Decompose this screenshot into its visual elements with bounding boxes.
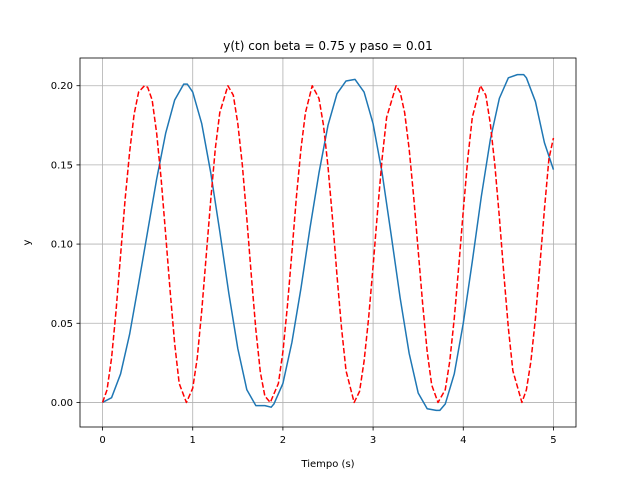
x-tick-label: 2 — [280, 435, 286, 446]
x-tick-label: 4 — [460, 435, 466, 446]
y-tick-label: 0.05 — [51, 319, 73, 330]
grid-lines — [80, 58, 576, 427]
plot-area — [101, 73, 555, 412]
series-line-solid — [102, 73, 555, 412]
axis-ticks: 0 1 2 3 4 5 0.00 0.05 0.10 0.15 0.20 — [51, 81, 557, 446]
axes-frame — [79, 57, 577, 428]
y-tick-label: 0.10 — [51, 240, 73, 251]
x-tick-label: 1 — [190, 435, 196, 446]
chart-title: y(t) con beta = 0.75 y paso = 0.01 — [223, 39, 433, 53]
x-tick-label: 5 — [550, 435, 556, 446]
x-tick-label: 0 — [99, 435, 105, 446]
x-tick-label: 3 — [370, 435, 376, 446]
y-tick-label: 0.20 — [51, 81, 73, 92]
series-line-dashed — [101, 84, 555, 404]
y-tick-label: 0.00 — [51, 398, 73, 409]
x-axis-label: Tiempo (s) — [300, 459, 354, 470]
y-tick-label: 0.15 — [51, 160, 73, 171]
y-axis-label: y — [22, 239, 33, 245]
